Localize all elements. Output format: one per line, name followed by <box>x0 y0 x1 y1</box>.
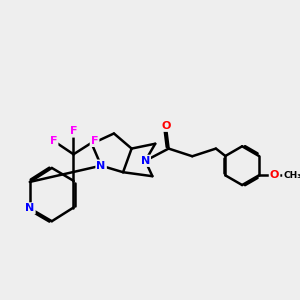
Text: F: F <box>50 136 57 146</box>
Text: N: N <box>141 156 150 166</box>
Text: O: O <box>161 121 170 131</box>
Text: N: N <box>25 203 34 213</box>
Text: O: O <box>270 170 279 180</box>
Text: N: N <box>97 161 106 171</box>
Text: CH₃: CH₃ <box>283 171 300 180</box>
Text: F: F <box>91 136 98 146</box>
Text: F: F <box>70 127 77 136</box>
